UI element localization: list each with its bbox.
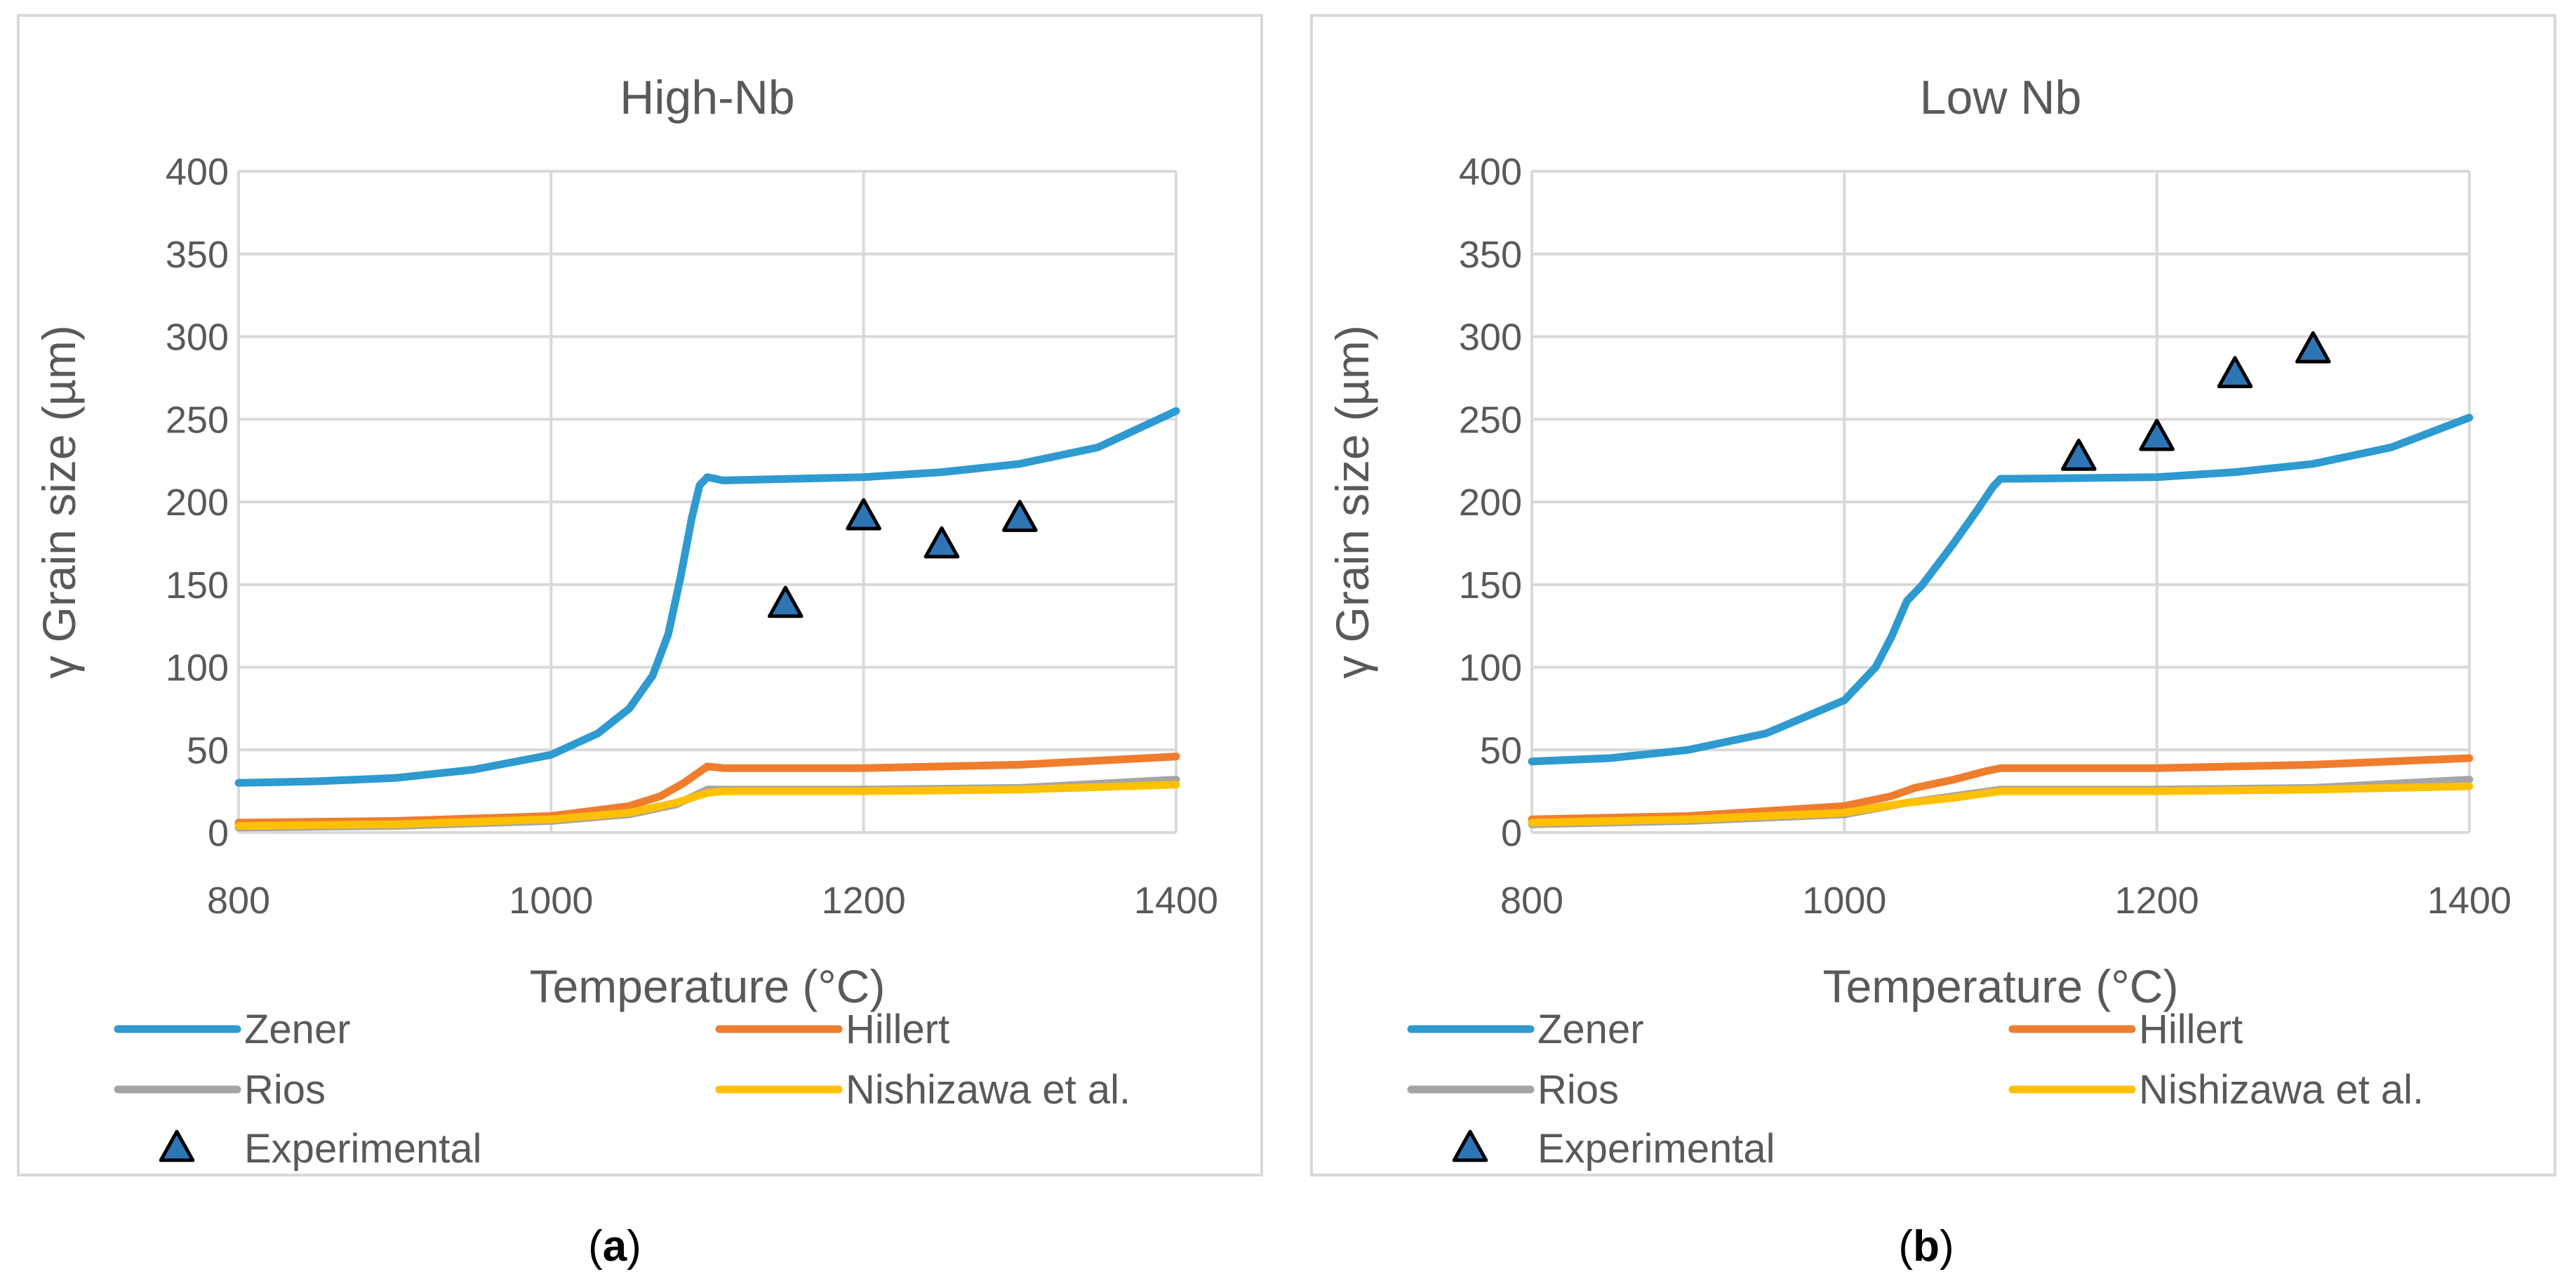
y-tick-label: 100 (166, 647, 229, 689)
x-tick-label: 1000 (509, 880, 593, 922)
panel-caption: (a) (588, 1222, 641, 1271)
legend-label: Zener (244, 1007, 351, 1052)
experimental-point (2295, 331, 2331, 364)
experimental-point (923, 526, 960, 559)
legend-label: Hillert (2139, 1007, 2243, 1052)
y-tick-label: 250 (166, 399, 229, 441)
experimental-point (768, 585, 803, 618)
x-tick-label: 1400 (2427, 880, 2511, 922)
y-tick-label: 0 (208, 812, 229, 854)
x-tick-label: 1200 (2115, 880, 2199, 922)
y-tick-label: 100 (1459, 647, 1522, 689)
y-tick-label: 300 (1459, 317, 1522, 359)
y-tick-label: 400 (1459, 151, 1522, 193)
panel-caption-letter: b (1913, 1222, 1940, 1271)
experimental-point (2139, 418, 2175, 451)
panel-caption-letter: a (603, 1222, 627, 1271)
legend-label: Nishizawa et al. (846, 1067, 1130, 1113)
x-tick-label: 800 (207, 880, 270, 922)
x-axis-title: Temperature (°C) (1823, 960, 2179, 1012)
series-line-nishizawa-et-al (1528, 782, 2474, 827)
chart-panel-a: 0 50 100 150 200 250 300 350 400 800 1000 1200 1400 H… (17, 14, 1263, 1271)
y-tick-label: 0 (1501, 812, 1522, 854)
y-tick-label: 250 (1459, 399, 1522, 441)
legend-label: Rios (244, 1067, 326, 1113)
y-tick-label: 200 (166, 482, 229, 524)
chart-title: High-Nb (620, 71, 794, 124)
experimental-point (1002, 500, 1038, 532)
legend-marker-experimental (1452, 1129, 1488, 1162)
y-tick-label: 350 (166, 234, 229, 276)
experimental-point (2217, 356, 2253, 388)
chart-border (17, 14, 1263, 1177)
y-tick-label: 300 (166, 317, 229, 359)
chart-border (1310, 14, 2556, 1177)
series-line-zener (1528, 413, 2474, 766)
experimental-point (846, 498, 881, 531)
experimental-point (2061, 438, 2097, 471)
x-tick-label: 1000 (1802, 880, 1886, 922)
series-line-zener (234, 407, 1180, 787)
series-line-hillert (1528, 754, 2474, 823)
legend-label: Rios (1537, 1067, 1619, 1113)
x-tick-label: 1200 (822, 880, 906, 922)
y-tick-label: 350 (1459, 234, 1522, 276)
legend-label: Zener (1537, 1007, 1644, 1052)
legend-marker-experimental (159, 1129, 195, 1162)
legend-label: Nishizawa et al. (2139, 1067, 2424, 1113)
chart-panel-b: 0 50 100 150 200 250 300 350 400 800 1000 1200 1400 L… (1310, 14, 2556, 1271)
y-tick-label: 400 (166, 151, 229, 193)
chart-title: Low Nb (1920, 71, 2082, 124)
y-axis-title: γ Grain size (µm) (1326, 325, 1378, 679)
legend-label: Hillert (846, 1007, 949, 1052)
series-line-nishizawa-et-al (234, 781, 1180, 830)
x-tick-label: 1400 (1134, 880, 1218, 922)
y-tick-label: 50 (187, 729, 229, 771)
y-tick-label: 150 (1459, 564, 1522, 607)
y-tick-label: 50 (1480, 729, 1522, 771)
y-axis-title: γ Grain size (µm) (33, 325, 85, 679)
legend-label: Experimental (1537, 1126, 1775, 1172)
panel-caption: (b) (1898, 1222, 1954, 1271)
y-tick-label: 150 (166, 564, 229, 607)
legend-label: Experimental (244, 1126, 481, 1172)
x-tick-label: 800 (1500, 880, 1563, 922)
x-axis-title: Temperature (°C) (530, 960, 886, 1012)
y-tick-label: 200 (1459, 482, 1522, 524)
